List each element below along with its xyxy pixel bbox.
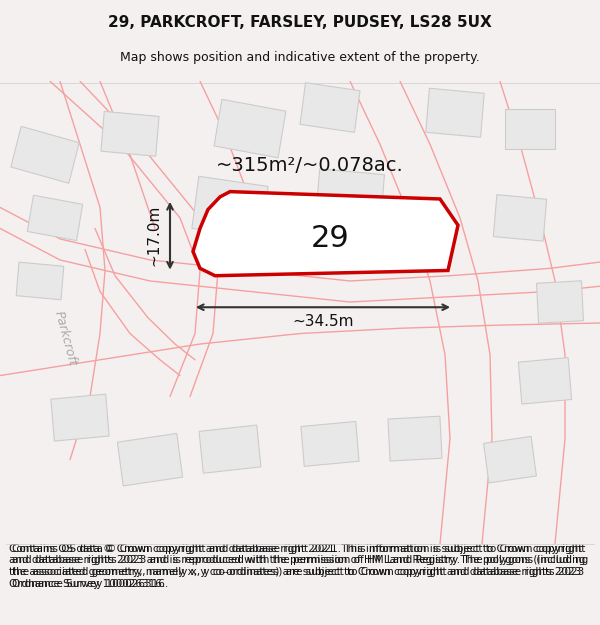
Polygon shape [505,109,555,149]
Text: 29, PARKCROFT, FARSLEY, PUDSEY, LS28 5UX: 29, PARKCROFT, FARSLEY, PUDSEY, LS28 5UX [108,15,492,30]
Polygon shape [301,421,359,466]
Polygon shape [214,99,286,158]
Text: Contains OS data © Crown copyright and database right 2021. This information is : Contains OS data © Crown copyright and d… [12,544,588,589]
PathPatch shape [193,192,458,276]
Text: 29: 29 [311,224,349,253]
Polygon shape [118,433,182,486]
Polygon shape [518,357,572,404]
Polygon shape [51,394,109,441]
Polygon shape [11,126,79,183]
Text: Parkcroft: Parkcroft [52,310,79,368]
Text: Contains OS data © Crown copyright and database right 2021. This information is : Contains OS data © Crown copyright and d… [9,544,585,589]
Text: ~17.0m: ~17.0m [146,205,161,266]
Polygon shape [536,281,583,323]
Polygon shape [493,194,547,241]
Polygon shape [16,262,64,300]
Polygon shape [101,111,159,156]
Polygon shape [300,82,360,132]
Polygon shape [484,436,536,483]
Polygon shape [192,176,268,239]
Text: ~315m²/~0.078ac.: ~315m²/~0.078ac. [216,156,404,175]
Text: ~34.5m: ~34.5m [292,314,354,329]
Text: Map shows position and indicative extent of the property.: Map shows position and indicative extent… [120,51,480,64]
Polygon shape [388,416,442,461]
Polygon shape [199,425,261,473]
Polygon shape [426,88,484,138]
Polygon shape [316,169,385,225]
Polygon shape [28,195,83,241]
